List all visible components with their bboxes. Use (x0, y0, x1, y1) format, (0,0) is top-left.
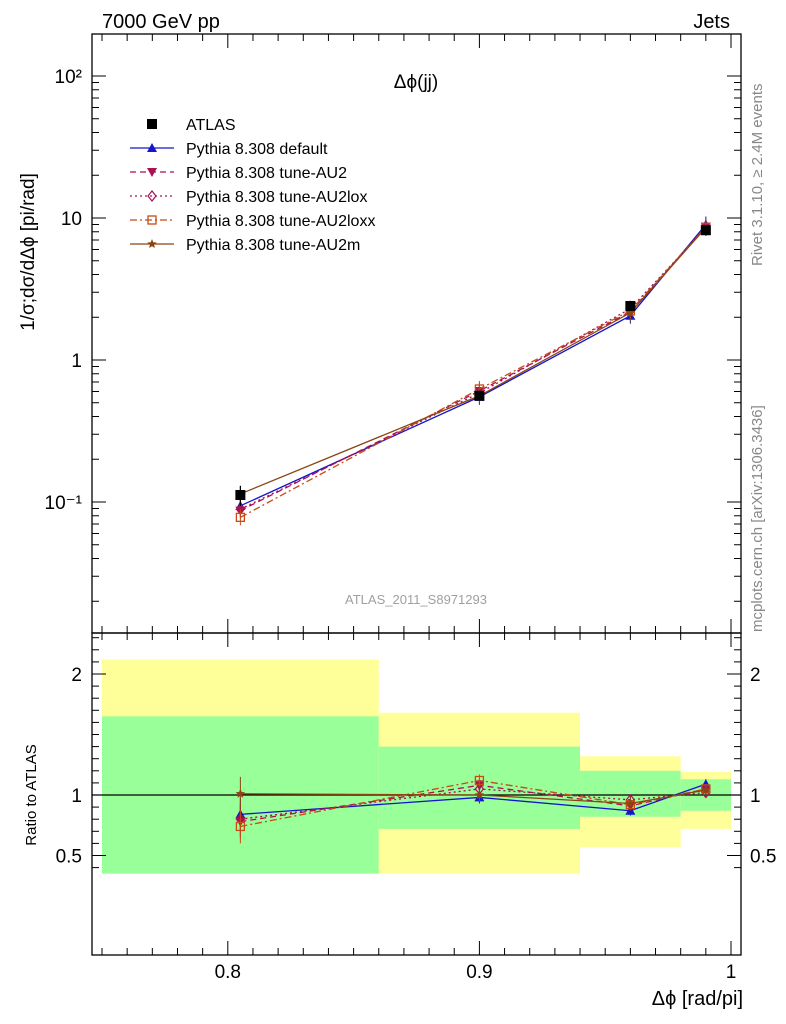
legend-marker (147, 190, 157, 202)
x-tick-label: 0.8 (215, 962, 241, 983)
x-tick-label: 0.9 (466, 962, 492, 983)
y-tick-label: 10 (61, 209, 82, 230)
legend-label-au2lox: Pythia 8.308 tune-AU2lox (186, 189, 367, 206)
ratio-tick-label: 2 (71, 665, 82, 686)
mcplots-label: mcplots.cern.ch [arXiv:1306.3436] (749, 405, 766, 632)
ratio-point (474, 790, 485, 799)
x-axis-label: Δϕ [rad/pi] (652, 988, 743, 1010)
header-right: Jets (693, 11, 730, 33)
series-line (240, 224, 707, 507)
series-line (240, 227, 707, 495)
series-line (240, 227, 707, 510)
series-line (240, 226, 707, 518)
data-point (474, 390, 485, 401)
series-line (240, 226, 707, 512)
legend-marker (147, 143, 157, 152)
data-point (235, 490, 246, 501)
chart-title: Δϕ(jj) (394, 72, 438, 93)
x-tick-label: 1 (726, 962, 737, 983)
legend-marker (147, 215, 157, 225)
ratio-point (235, 788, 246, 798)
y-axis-label: 1/σ;dσ/dΔϕ [pi/rad] (18, 173, 39, 331)
ratio-point (625, 798, 636, 808)
ratio-panel-frame (91, 632, 742, 956)
plot-layer (91, 33, 742, 956)
data-point (700, 225, 711, 236)
y-tick-label: 10² (55, 67, 82, 88)
data-point (625, 301, 636, 312)
series-point (235, 512, 246, 522)
series-point (625, 307, 636, 317)
legend-label-default: Pythia 8.308 default (186, 141, 328, 158)
legend-label-au2: Pythia 8.308 tune-AU2 (186, 165, 347, 182)
ratio-series-line (240, 779, 706, 828)
analysis-label: ATLAS_2011_S8971293 (345, 592, 487, 607)
legend-marker (147, 168, 157, 177)
ratio-series-line (240, 789, 706, 805)
ratio-y-axis-label: Ratio to ATLAS (23, 744, 40, 845)
ratio-tick-label-right: 0.5 (750, 847, 776, 868)
y-tick-label: 1 (71, 351, 82, 372)
legend-label-au2loxx: Pythia 8.308 tune-AU2loxx (186, 213, 375, 230)
ratio-tick-label-right: 1 (750, 786, 761, 807)
legend-marker-atlas (147, 119, 157, 129)
ratio-tick-label-right: 2 (750, 665, 761, 686)
ratio-point (235, 821, 246, 832)
ratio-tick-label: 0.5 (56, 847, 82, 868)
ratio-point (701, 785, 711, 795)
legend-label-atlas: ATLAS (186, 117, 236, 134)
legend-label-au2m: Pythia 8.308 tune-AU2m (186, 237, 360, 254)
ratio-point (474, 775, 485, 786)
header-left: 7000 GeV pp (102, 11, 220, 33)
rivet-label: Rivet 3.1.10, ≥ 2.4M events (749, 84, 766, 267)
ratio-tick-label: 1 (71, 786, 82, 807)
y-tick-label: 10⁻¹ (45, 493, 83, 514)
legend-marker (147, 239, 157, 248)
